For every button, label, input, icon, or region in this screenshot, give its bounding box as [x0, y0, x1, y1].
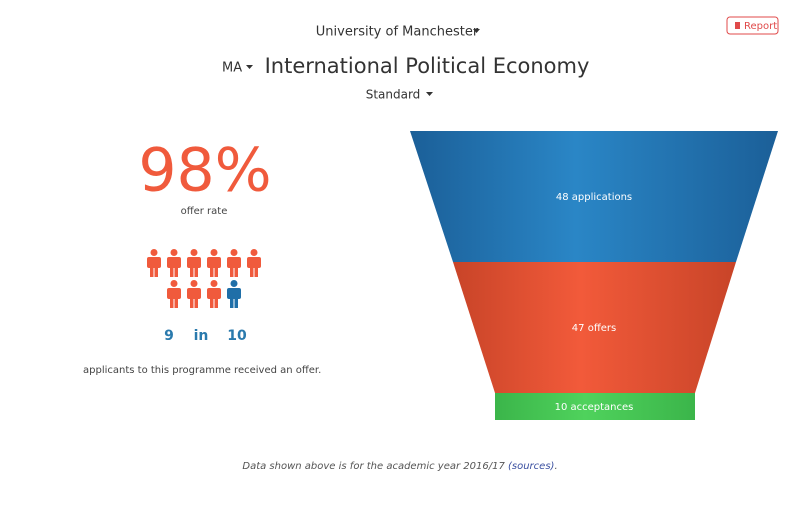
university-dropdown[interactable]: University of Manchester [316, 25, 479, 40]
report-label[interactable]: Report [744, 21, 777, 32]
funnel-label: 48 applications [556, 192, 632, 203]
ratio-word: in [194, 328, 209, 344]
sources-link[interactable]: (sources) [508, 461, 554, 472]
ratio-total: 10 [227, 328, 247, 344]
ratio-number: 9 [164, 328, 174, 344]
report-button[interactable] [726, 16, 779, 35]
offer-caption: applicants to this programme received an… [83, 365, 321, 376]
funnel-label: 47 offers [572, 323, 616, 334]
caret [473, 29, 480, 33]
footer-text: Data shown above is for the academic yea… [242, 461, 508, 472]
report-icon [735, 22, 740, 29]
offer-rate: 98% [138, 136, 271, 206]
funnel-stage [495, 393, 695, 420]
funnel-stage [453, 262, 736, 393]
footer-note: Data shown above is for the academic yea… [242, 461, 557, 472]
funnel-label: 10 acceptances [555, 402, 634, 413]
people-icons [147, 249, 261, 308]
funnel-stage [410, 131, 778, 262]
programme-title: International Political Economy [265, 54, 590, 78]
footer-end: . [554, 461, 557, 472]
offer-rate-label: offer rate [181, 206, 228, 217]
degree-dropdown[interactable]: MA [222, 61, 242, 76]
caret [426, 92, 433, 96]
mode-dropdown[interactable]: Standard [366, 88, 421, 102]
caret [246, 65, 253, 69]
